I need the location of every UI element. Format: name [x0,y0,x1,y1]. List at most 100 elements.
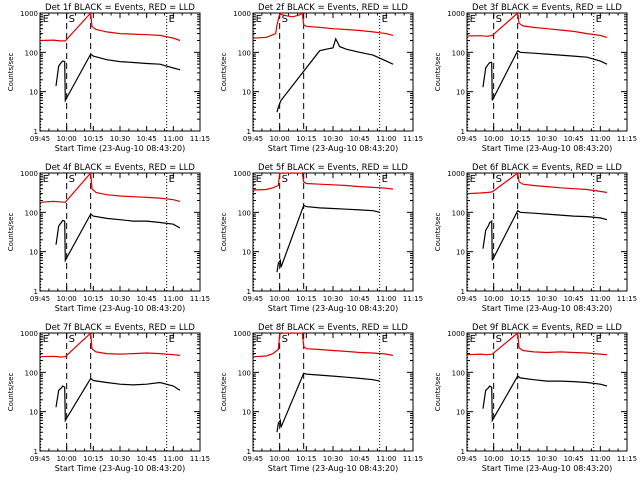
y-tick-label: 1 [247,288,251,296]
series-events-line [276,372,380,433]
x-tick-label: 10:45 [350,295,370,303]
x-tick-label: 10:45 [350,135,370,143]
x-tick-label: 10:00 [484,455,504,463]
y-tick-label: 1 [461,448,465,456]
x-tick-label: 10:30 [323,295,343,303]
y-tick-label: 10 [242,89,251,97]
series-events-line [55,53,181,103]
y-tick-label: 1 [247,128,251,136]
x-tick-label: 10:30 [323,455,343,463]
x-tick-label: 10:15 [83,455,103,463]
y-tick-label: 1000 [233,330,251,338]
event-marker-label: E [382,334,388,345]
x-tick-label: 09:45 [457,135,477,143]
x-tick-label: 11:15 [617,295,637,303]
y-axis-label: Counts/sec [7,53,15,92]
y-axis-label: Counts/sec [220,213,228,252]
y-tick-label: 1000 [447,10,465,18]
event-marker-label: E [470,174,476,185]
event-marker-label: E [256,334,262,345]
x-tick-label: 11:00 [376,135,396,143]
series-lld-line [467,11,608,38]
y-tick-label: 10 [456,89,465,97]
event-marker-label: E [382,14,388,25]
event-marker-label: S [496,14,502,25]
x-tick-label: 10:45 [564,455,584,463]
panel-title: Det 8f BLACK = Events, RED = LLD [258,323,408,333]
x-axis-label: Start Time (23-Aug-10 08:43:20) [55,464,186,473]
x-tick-label: 10:45 [564,295,584,303]
panel-title: Det 4f BLACK = Events, RED = LLD [45,163,195,173]
x-axis-label: Start Time (23-Aug-10 08:43:20) [268,304,399,313]
y-tick-label: 1 [34,128,38,136]
panel-title: Det 3f BLACK = Events, RED = LLD [472,3,622,13]
y-tick-label: 1000 [233,10,251,18]
x-tick-label: 10:30 [110,295,130,303]
event-marker-label: S [496,334,502,345]
panel-title: Det 9f BLACK = Events, RED = LLD [472,323,622,333]
event-marker-label: S [69,334,75,345]
panel-det-8: Det 8f BLACK = Events, RED = LLD 1 10 100 10… [220,323,423,473]
event-marker-label: E [169,14,175,25]
x-tick-label: 09:45 [457,455,477,463]
y-tick-label: 1 [247,448,251,456]
y-tick-label: 1 [461,288,465,296]
x-tick-label: 10:30 [537,295,557,303]
x-tick-label: 10:45 [137,135,157,143]
x-tick-label: 11:15 [403,455,423,463]
y-tick-label: 100 [238,209,251,217]
y-axis-label: Counts/sec [434,53,442,92]
y-tick-label: 100 [452,369,465,377]
plot-frame [252,12,414,132]
plot-frame [466,12,628,132]
x-tick-label: 10:15 [296,295,316,303]
y-tick-label: 10 [242,249,251,257]
event-marker-label: E [169,174,175,185]
event-marker-label: E [169,334,175,345]
panel-title: Det 6f BLACK = Events, RED = LLD [472,163,622,173]
y-tick-label: 100 [25,49,38,57]
y-axis-label: Counts/sec [220,373,228,412]
plot-frame [39,332,201,452]
x-tick-label: 10:15 [296,135,316,143]
event-marker-label: S [282,174,288,185]
y-tick-label: 1000 [20,330,38,338]
x-tick-label: 10:00 [57,135,77,143]
y-tick-label: 10 [29,409,38,417]
series-events-line [276,204,380,273]
panel-det-1: Det 1f BLACK = Events, RED = LLD 1 10 100 10… [7,3,210,153]
panel-det-9: Det 9f BLACK = Events, RED = LLD 1 10 100 10… [434,323,637,473]
series-events-line [482,209,608,261]
y-tick-label: 10 [456,409,465,417]
series-lld-line [467,171,608,195]
series-lld-line [253,11,394,39]
x-tick-label: 10:15 [510,295,530,303]
event-marker-label: E [256,174,262,185]
event-marker-label: E [596,334,602,345]
x-tick-label: 10:30 [110,135,130,143]
y-tick-label: 1 [34,448,38,456]
x-tick-label: 11:15 [617,135,637,143]
plot-frame [39,172,201,292]
event-marker-label: E [470,14,476,25]
y-axis-label: Counts/sec [434,213,442,252]
y-axis-label: Counts/sec [7,213,15,252]
x-tick-label: 10:15 [296,455,316,463]
event-marker-label: E [43,14,49,25]
event-marker-label: E [43,174,49,185]
y-tick-label: 1000 [447,330,465,338]
y-axis-label: Counts/sec [7,373,15,412]
x-tick-label: 11:00 [590,295,610,303]
y-axis-label: Counts/sec [434,373,442,412]
series-lld-line [40,11,181,42]
x-tick-label: 10:00 [57,455,77,463]
x-tick-label: 11:15 [190,295,210,303]
y-tick-label: 100 [238,49,251,57]
event-marker-label: E [256,14,262,25]
plot-frame [466,332,628,452]
y-tick-label: 100 [25,209,38,217]
y-tick-label: 1000 [447,170,465,178]
event-marker-label: S [69,14,75,25]
event-marker-label: S [282,334,288,345]
x-tick-label: 10:00 [57,295,77,303]
